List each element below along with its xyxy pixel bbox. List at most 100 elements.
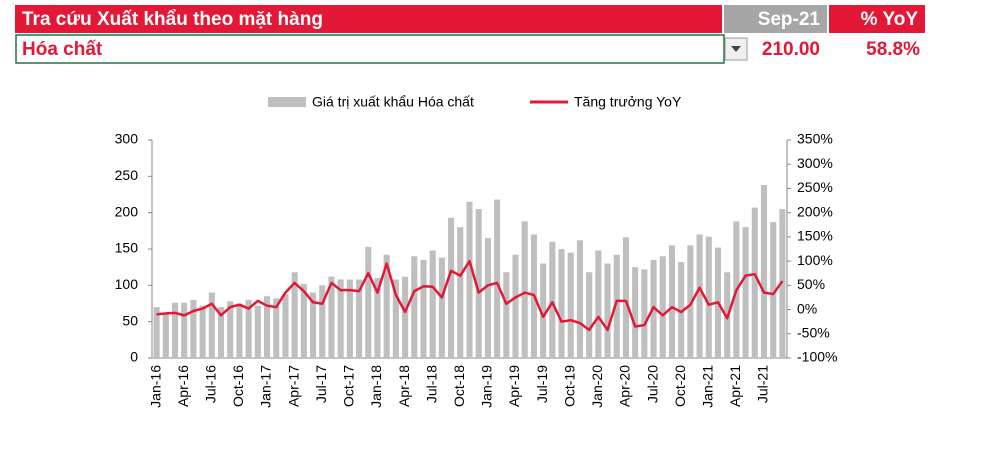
- y2-tick-label: 50%: [797, 276, 825, 292]
- bar: [586, 272, 593, 358]
- bar: [291, 272, 298, 358]
- bar: [466, 201, 473, 358]
- x-tick-label: Apr-21: [727, 365, 743, 407]
- x-tick-label: Jan-17: [258, 365, 274, 408]
- bar: [659, 256, 666, 358]
- bar: [613, 254, 620, 358]
- bar: [208, 292, 215, 358]
- y2-tick-label: 250%: [797, 179, 833, 195]
- y2-tick-label: 350%: [797, 131, 833, 147]
- bar: [263, 296, 271, 358]
- bar: [760, 185, 768, 358]
- item-select[interactable]: [15, 34, 725, 64]
- bar: [512, 254, 519, 358]
- bar: [346, 279, 353, 358]
- bar: [448, 217, 455, 358]
- y-tick-label: 100: [115, 276, 139, 292]
- bar: [549, 241, 556, 358]
- x-tick-label: Oct-19: [561, 365, 577, 407]
- y2-tick-label: 150%: [797, 228, 833, 244]
- y-tick-label: 0: [130, 349, 138, 365]
- bar: [254, 305, 261, 358]
- bar: [411, 256, 418, 358]
- y-tick-label: 150: [115, 240, 139, 256]
- bar: [282, 294, 289, 358]
- bar: [319, 285, 326, 358]
- bar: [383, 254, 390, 358]
- bar: [300, 283, 307, 358]
- bar: [337, 279, 344, 358]
- x-tick-label: Oct-17: [341, 365, 357, 407]
- bar: [503, 272, 510, 358]
- bar: [457, 227, 464, 358]
- x-tick-label: Oct-18: [451, 365, 467, 407]
- x-tick-label: Jul-19: [534, 365, 550, 403]
- bar: [162, 312, 169, 358]
- y2-tick-label: -100%: [797, 349, 837, 365]
- x-tick-label: Jan-20: [589, 365, 605, 408]
- bar: [668, 245, 676, 358]
- y-tick-label: 200: [115, 203, 139, 219]
- period: Sep-21: [758, 9, 821, 30]
- y-tick-label: 50: [122, 312, 138, 328]
- x-tick-label: Apr-18: [396, 365, 412, 407]
- x-tick-label: Jul-17: [313, 365, 329, 403]
- bar: [595, 250, 602, 358]
- bar: [153, 307, 160, 358]
- bar: [328, 276, 335, 358]
- x-tick-label: Jul-21: [755, 365, 771, 403]
- bar: [742, 227, 749, 358]
- bar: [705, 236, 712, 358]
- bar: [641, 269, 648, 358]
- bar: [779, 209, 786, 358]
- x-tick-label: Apr-20: [617, 365, 633, 407]
- bar: [392, 279, 399, 358]
- bar: [356, 279, 363, 358]
- bar: [484, 238, 491, 358]
- bar: [429, 250, 436, 358]
- bar: [632, 267, 639, 358]
- bar: [622, 237, 629, 358]
- bar: [438, 257, 445, 358]
- yoy-cell: [829, 5, 925, 33]
- x-tick-label: Oct-20: [672, 365, 688, 407]
- bar: [540, 263, 547, 358]
- bar: [558, 249, 565, 358]
- bar: [273, 298, 280, 358]
- bar: [687, 245, 694, 358]
- y2-tick-label: 300%: [797, 155, 833, 171]
- bar: [420, 259, 427, 358]
- bar: [696, 234, 703, 358]
- yoy-header: % YoY: [861, 9, 919, 30]
- legend-swatch: [268, 97, 306, 107]
- bar: [604, 263, 611, 358]
- x-tick-label: Jul-20: [644, 365, 660, 403]
- bar: [227, 301, 234, 358]
- x-tick-label: Oct-16: [230, 365, 246, 407]
- x-tick-label: Jul-16: [203, 365, 219, 403]
- y2-tick-label: 100%: [797, 252, 833, 268]
- bar: [576, 240, 583, 358]
- bar: [310, 292, 317, 358]
- value: 210.00: [762, 39, 820, 60]
- x-tick-label: Jan-19: [479, 365, 495, 408]
- item: Hóa chất: [22, 39, 103, 60]
- bar: [199, 305, 206, 358]
- bar: [751, 207, 758, 358]
- y2-tick-label: 0%: [797, 300, 817, 316]
- bar: [678, 262, 685, 358]
- x-tick-label: Jan-21: [699, 365, 715, 408]
- legend-label: Giá trị xuất khẩu Hóa chất: [312, 94, 474, 110]
- line: [156, 259, 784, 332]
- y-tick-label: 250: [115, 167, 139, 183]
- bar: [181, 302, 188, 358]
- bar: [171, 302, 179, 358]
- x-tick-label: Jul-18: [423, 365, 439, 403]
- bar: [521, 221, 528, 358]
- header-title: Tra cứu Xuất khẩu theo mặt hàng: [22, 9, 323, 30]
- bar: [475, 209, 482, 358]
- y-tick-label: 300: [115, 131, 139, 147]
- bar: [374, 278, 381, 358]
- legend-label: Tăng trưởng YoY: [574, 94, 682, 110]
